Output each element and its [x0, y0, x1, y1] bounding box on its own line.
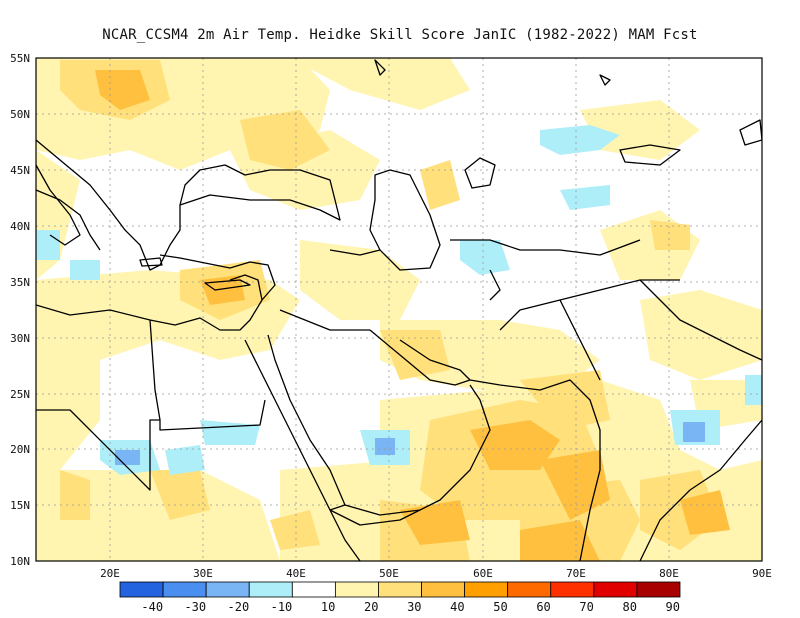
lon-label: 50E	[379, 567, 399, 580]
colorbar-label: 90	[666, 600, 680, 614]
lon-label: 80E	[659, 567, 679, 580]
colorbar-swatch	[334, 581, 379, 598]
lon-label: 60E	[473, 567, 493, 580]
colorbar-swatch	[162, 581, 207, 598]
colorbar-label: -30	[184, 600, 206, 614]
lat-label: 30N	[10, 332, 30, 345]
lat-label: 55N	[10, 52, 30, 65]
colorbar: -40 -30 -20 -10 10 20 30 40 50 60 70 80 90	[119, 581, 681, 614]
lat-label: 50N	[10, 108, 30, 121]
lon-label: 40E	[286, 567, 306, 580]
lon-label: 30E	[193, 567, 213, 580]
colorbar-label: 50	[493, 600, 507, 614]
plot-frame	[35, 57, 763, 562]
colorbar-label: 10	[321, 600, 335, 614]
colorbar-label: -40	[141, 600, 163, 614]
colorbar-swatch	[421, 581, 466, 598]
colorbar-swatch	[119, 581, 164, 598]
colorbar-label: 30	[407, 600, 421, 614]
colorbar-swatch	[291, 581, 336, 598]
colorbar-label: 60	[536, 600, 550, 614]
coastlines	[36, 59, 762, 561]
map-title: NCAR_CCSM4 2m Air Temp. Heidke Skill Sco…	[102, 27, 698, 43]
lat-label: 25N	[10, 388, 30, 401]
colorbar-swatch	[636, 581, 681, 598]
colorbar-swatch	[593, 581, 638, 598]
colorbar-label: 80	[622, 600, 636, 614]
colorbar-swatch	[205, 581, 250, 598]
colorbar-label: 40	[450, 600, 464, 614]
lon-label: 70E	[566, 567, 586, 580]
colorbar-label: -10	[271, 600, 293, 614]
colorbar-swatch	[507, 581, 552, 598]
colorbar-swatch	[464, 581, 509, 598]
shaded-field	[36, 58, 762, 561]
gridlines	[36, 58, 762, 561]
lon-label: 90E	[752, 567, 772, 580]
lat-label: 45N	[10, 164, 30, 177]
colorbar-swatch	[550, 581, 595, 598]
colorbar-label: 70	[579, 600, 593, 614]
colorbar-swatch	[378, 581, 422, 598]
colorbar-swatch	[248, 581, 293, 598]
lat-label: 10N	[10, 555, 30, 568]
lat-axis: 55N 50N 45N 40N 35N 30N 25N 20N 15N 10N	[10, 52, 30, 568]
lat-label: 35N	[10, 276, 30, 289]
colorbar-label: -20	[228, 600, 250, 614]
lon-axis: 20E 30E 40E 50E 60E 70E 80E 90E	[100, 567, 772, 580]
lat-label: 15N	[10, 499, 30, 512]
lat-label: 40N	[10, 220, 30, 233]
lat-label: 20N	[10, 443, 30, 456]
colorbar-label: 20	[364, 600, 378, 614]
lon-label: 20E	[100, 567, 120, 580]
